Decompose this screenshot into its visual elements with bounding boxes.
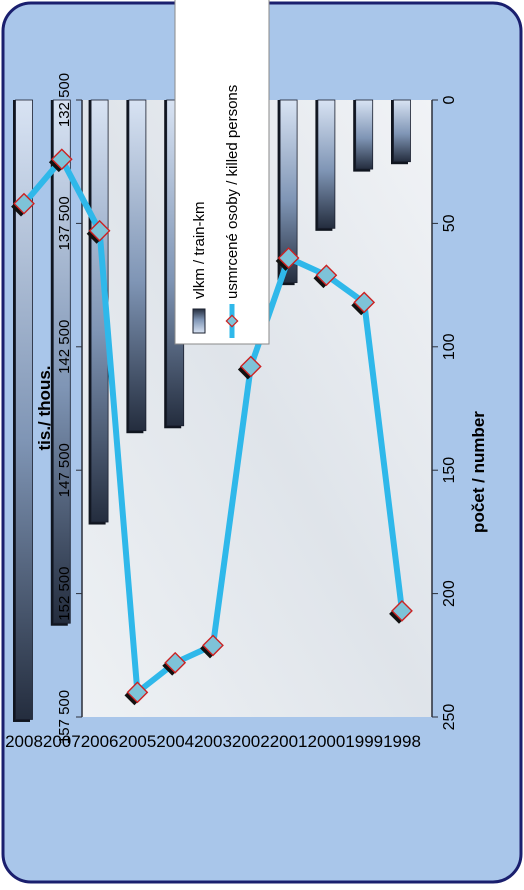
bar-1999	[355, 99, 374, 170]
x-tick-label-1998: 1998	[383, 732, 421, 751]
y-left-tick-label-4: 152 500	[56, 566, 73, 620]
marker-1999	[353, 291, 376, 314]
bar-2008	[15, 99, 33, 720]
x-tick-label-2002: 2002	[232, 732, 270, 751]
legend: vlkm / train-km usmrcené osoby / killed …	[174, 0, 270, 345]
y-left-tick-label-5: 157 500	[56, 690, 73, 744]
x-tick-label-2005: 2005	[118, 732, 156, 751]
x-tick-label-2006: 2006	[81, 732, 119, 751]
bar-2007	[52, 99, 71, 624]
y-left-tick-label-2: 142 500	[56, 320, 73, 374]
marker-2000	[315, 264, 338, 287]
y-right-tick-label-5: 250	[441, 704, 458, 731]
y-left-tick-label-1: 137 500	[56, 196, 73, 250]
x-tick-label-2003: 2003	[194, 732, 232, 751]
legend-label-train-km: vlkm / train-km	[191, 202, 208, 300]
legend-box	[174, 0, 270, 345]
x-tick-label-2008: 2008	[5, 732, 43, 751]
x-tick-label-2001: 2001	[270, 732, 308, 751]
bar-2001	[279, 99, 298, 284]
y-right-tick-label-4: 200	[441, 580, 458, 607]
x-tick-label-1999: 1999	[345, 732, 383, 751]
y-left-tick-label-3: 147 500	[56, 443, 73, 497]
legend-label-killed: usmrcené osoby / killed persons	[224, 85, 241, 299]
marker-2001	[277, 247, 300, 269]
marker-2006	[88, 219, 111, 242]
y-right-axis-title: počet / number	[469, 411, 488, 533]
marker-2008	[13, 192, 35, 215]
y-right-tick-label-1: 50	[441, 214, 458, 232]
marker-1998	[391, 599, 413, 622]
legend-swatch-marker	[225, 314, 239, 328]
marker-2003	[202, 634, 224, 657]
chart-rotated-group: 132 500 137 500 142 500 147 500 152 500 157 5…	[5, 0, 488, 751]
legend-swatch-bar	[192, 308, 206, 334]
y-right-tick-label-2: 100	[441, 333, 458, 360]
bar-2000	[317, 99, 336, 229]
x-tick-label-2007: 2007	[43, 732, 81, 751]
marker-2005	[126, 681, 149, 704]
marker-2004	[164, 651, 187, 674]
marker-2007	[50, 148, 73, 171]
y-left-tick-label-0: 132 500	[56, 73, 73, 127]
y-left-axis-title: tis./ thous.	[35, 366, 54, 451]
marker-2002	[239, 355, 262, 378]
y-right-tick-label-0: 0	[441, 95, 458, 104]
bar-1998	[393, 99, 411, 163]
x-tick-label-2004: 2004	[156, 732, 194, 751]
bar-2005	[128, 99, 147, 432]
y-right-tick-label-3: 150	[441, 457, 458, 484]
x-tick-label-2000: 2000	[307, 732, 345, 751]
